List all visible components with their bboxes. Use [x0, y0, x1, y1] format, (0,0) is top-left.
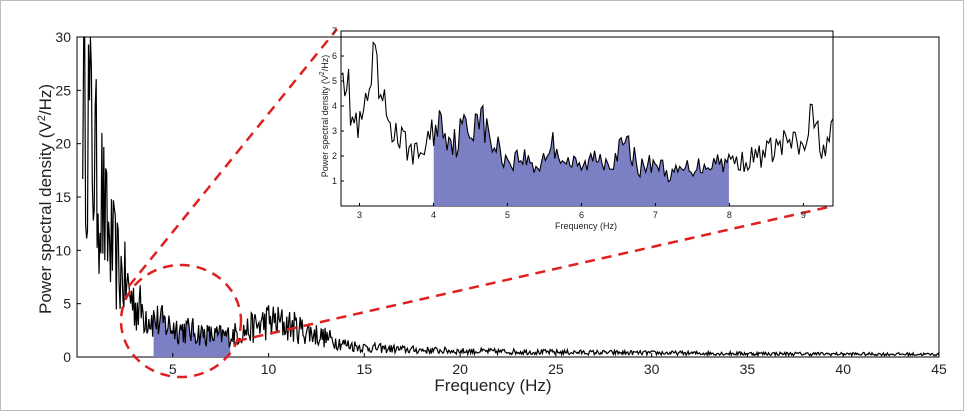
main-x-axis-label: Frequency (Hz) [434, 376, 551, 395]
x-tick-label: 6 [579, 210, 584, 220]
main-y-axis-label: Power spectral density (V2/Hz) [36, 84, 55, 314]
y-tick-label: 10 [55, 242, 71, 258]
x-tick-label: 7 [653, 210, 658, 220]
zoom-connector-top [128, 28, 338, 287]
x-tick-label: 10 [261, 361, 277, 377]
x-tick-label: 20 [452, 361, 468, 377]
inset-psd-series [340, 41, 834, 183]
inset-y-axis-label: Power spectral density (V2/Hz) [319, 55, 330, 177]
x-tick-label: 40 [835, 361, 851, 377]
x-tick-label: 15 [357, 361, 373, 377]
y-tick-label: 5 [63, 296, 71, 312]
x-tick-label: 5 [169, 361, 177, 377]
x-tick-label: 45 [931, 361, 947, 377]
zoom-circle [119, 263, 243, 379]
x-tick-label: 25 [548, 361, 564, 377]
inset-line-path [340, 41, 834, 183]
x-tick-label: 5 [505, 210, 510, 220]
inset-theta-band [433, 105, 729, 206]
x-tick-label: 8 [727, 210, 732, 220]
inset-ticks: 3 4 5 6 7 8 9 1 2 3 4 5 6 7 [332, 26, 806, 220]
x-tick-label: 30 [644, 361, 660, 377]
y-tick-label: 5 [332, 76, 337, 86]
y-tick-label: 4 [332, 101, 337, 111]
inset-band-fill [433, 105, 729, 206]
main-line-path [82, 36, 940, 358]
y-tick-label: 3 [332, 126, 337, 136]
x-tick-label: 9 [801, 210, 806, 220]
x-tick-label: 3 [357, 210, 362, 220]
zoom-connector-bottom [236, 204, 834, 343]
y-tick-label: 1 [332, 176, 337, 186]
main-psd-series [82, 36, 940, 358]
y-tick-label: 30 [55, 29, 71, 45]
inset-x-axis-label: Frequency (Hz) [555, 221, 617, 231]
y-tick-label: 15 [55, 189, 71, 205]
y-tick-label: 7 [332, 26, 337, 36]
y-tick-label: 20 [55, 136, 71, 152]
y-tick-label: 25 [55, 82, 71, 98]
y-tick-label: 6 [332, 51, 337, 61]
x-tick-label: 4 [431, 210, 436, 220]
y-tick-label: 2 [332, 151, 337, 161]
x-tick-label: 35 [740, 361, 756, 377]
y-tick-label: 0 [63, 349, 71, 365]
